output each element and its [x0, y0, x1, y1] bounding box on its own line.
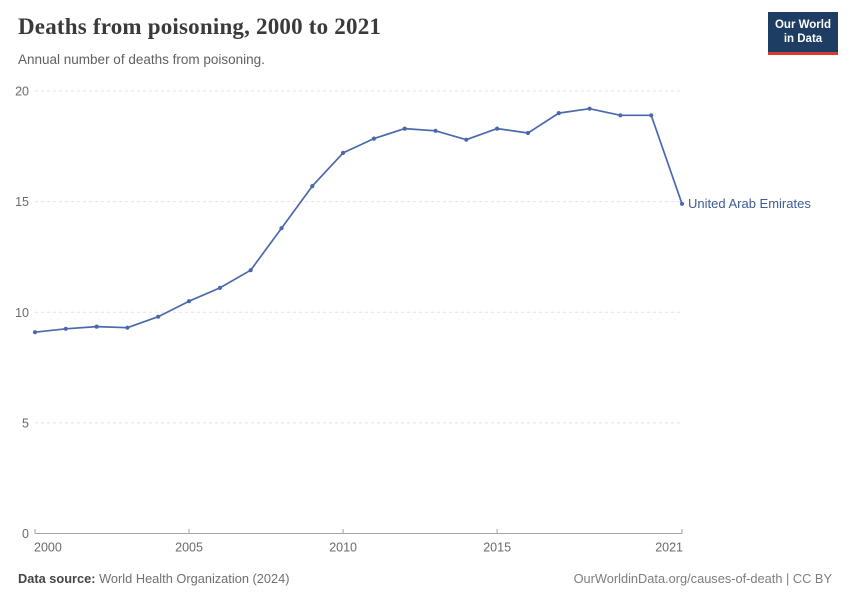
data-source-label: Data source:	[18, 571, 96, 586]
x-axis-tick-label-2000: 2000	[34, 541, 62, 555]
x-axis-tick-label-2015: 2015	[483, 541, 511, 555]
data-point-2010	[341, 150, 346, 155]
owid-logo-line1: Our World	[774, 19, 831, 31]
data-source-value: World Health Organization (2024)	[95, 571, 290, 586]
y-axis-tick-label-20: 20	[15, 85, 29, 99]
data-point-2000	[32, 330, 38, 335]
data-point-2015	[495, 126, 500, 131]
y-axis-tick-label-5: 5	[22, 416, 29, 430]
data-point-2016	[525, 130, 531, 136]
data-point-2001	[63, 326, 68, 331]
data-point-2006	[217, 285, 222, 290]
data-point-2012	[402, 126, 407, 131]
data-point-2004	[156, 314, 161, 319]
data-point-2007	[248, 268, 253, 273]
data-point-2017	[556, 111, 561, 116]
data-point-2014	[464, 137, 469, 142]
data-point-2009	[310, 184, 315, 189]
owid-logo-line2: in Data	[783, 32, 823, 45]
data-point-2002	[94, 324, 99, 329]
data-line	[34, 107, 683, 334]
owid-logo: Our World in Data	[768, 12, 838, 55]
data-point-2011	[371, 136, 376, 141]
data-point-2021	[679, 201, 685, 206]
credit-link[interactable]: OurWorldinData.org/causes-of-death | CC …	[573, 571, 832, 586]
data-point-2005	[186, 299, 192, 304]
x-axis-tick-label-2021: 2021	[655, 541, 683, 555]
y-axis-tick-label-15: 15	[15, 195, 29, 209]
x-axis-tick-label-2005: 2005	[175, 541, 203, 555]
y-axis-tick-label-0: 0	[22, 527, 29, 541]
y-axis-tick-label-10: 10	[15, 306, 29, 320]
data-point-2008	[279, 226, 284, 231]
page-title: Deaths from poisoning, 2000 to 2021	[18, 14, 382, 39]
x-axis-tick-label-2010: 2010	[329, 541, 357, 555]
data-source-note: Data source: World Health Organization (…	[18, 571, 289, 586]
data-point-2019	[618, 113, 623, 118]
series-label: United Arab Emirates	[688, 195, 811, 211]
data-point-2018	[587, 106, 592, 111]
data-point-2003	[125, 325, 130, 330]
data-point-2013	[433, 128, 438, 133]
data-point-2020	[649, 113, 654, 118]
chart-subtitle: Annual number of deaths from poisoning.	[18, 52, 265, 67]
